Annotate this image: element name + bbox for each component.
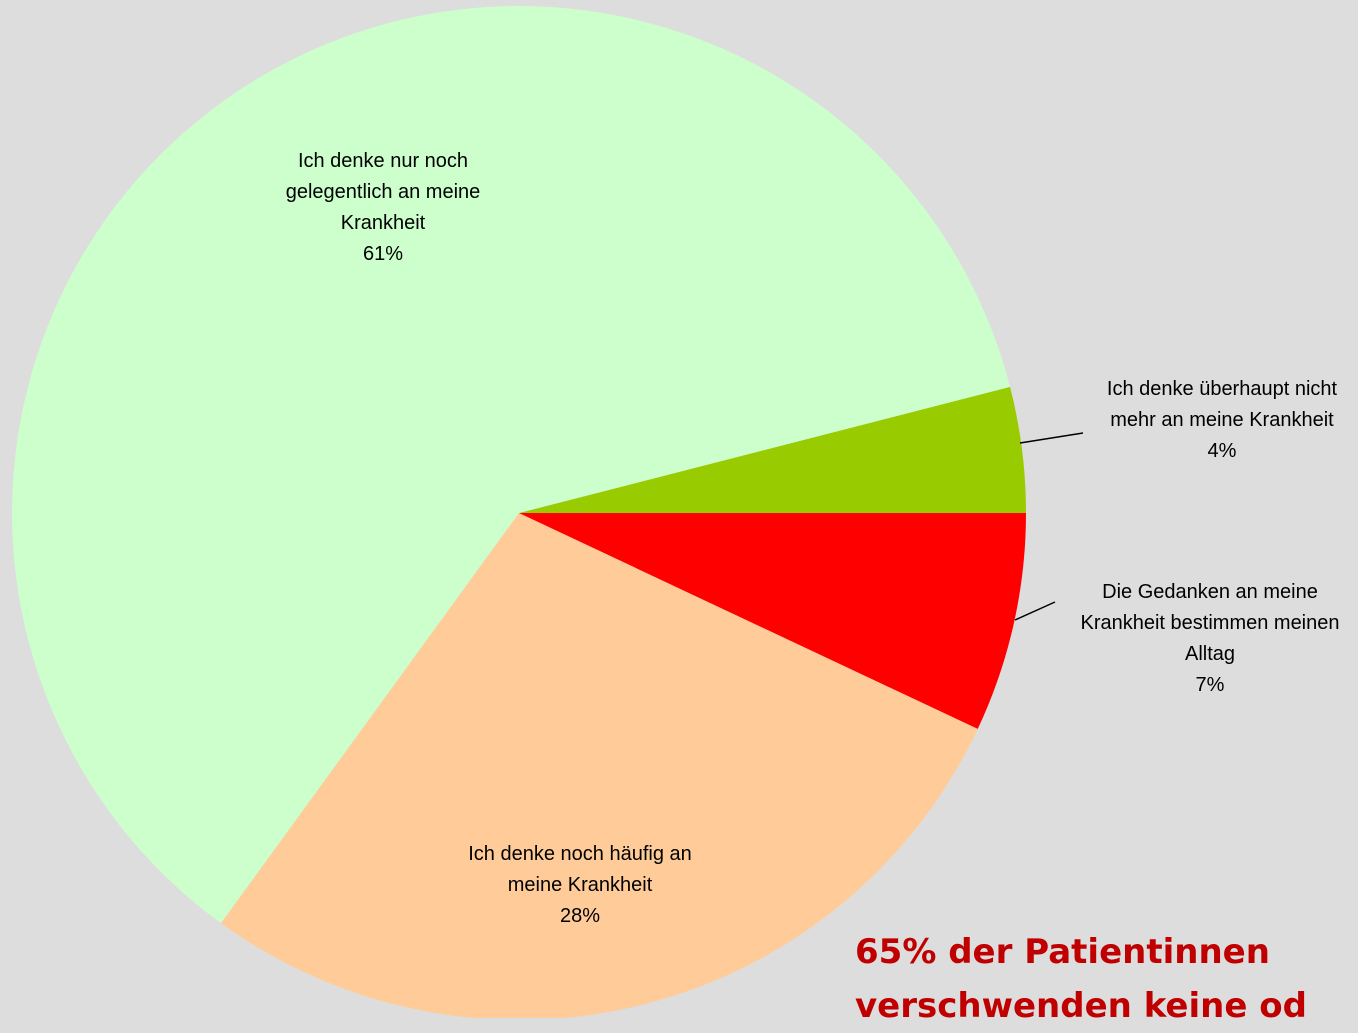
annotation-line: verschwenden keine od (855, 986, 1307, 1026)
slice-value: 4% (1207, 440, 1237, 462)
slice-name: Die Gedanken an meine Krankheit bestimme… (1080, 581, 1340, 665)
slice-name: Ich denke noch häufig an meine Krankheit (468, 843, 692, 896)
pie-slice (11, 5, 1011, 924)
annotation: 65% der Patientinnen verschwenden keine … (855, 925, 1358, 1033)
slice-value: 61% (362, 243, 404, 265)
pie-slice (220, 513, 978, 1018)
slice-label: Ich denke noch häufig an meine Krankheit… (440, 839, 720, 932)
slice-name: Ich denke nur noch gelegentlich an meine… (285, 150, 481, 234)
slice-label: Die Gedanken an meine Krankheit bestimme… (1060, 577, 1358, 701)
slice-label: Ich denke überhaupt nicht mehr an meine … (1097, 374, 1347, 467)
pie-slice (519, 513, 1026, 729)
leader-line (1014, 601, 1056, 621)
slice-name: Ich denke überhaupt nicht mehr an meine … (1106, 378, 1338, 431)
slice-label: Ich denke nur noch gelegentlich an meine… (248, 146, 518, 270)
leader-line (1019, 432, 1084, 444)
slice-value: 7% (1195, 674, 1225, 696)
slice-value: 28% (559, 905, 601, 927)
annotation-line: 65% der Patientinnen (855, 932, 1270, 972)
pie-slice (519, 386, 1026, 513)
